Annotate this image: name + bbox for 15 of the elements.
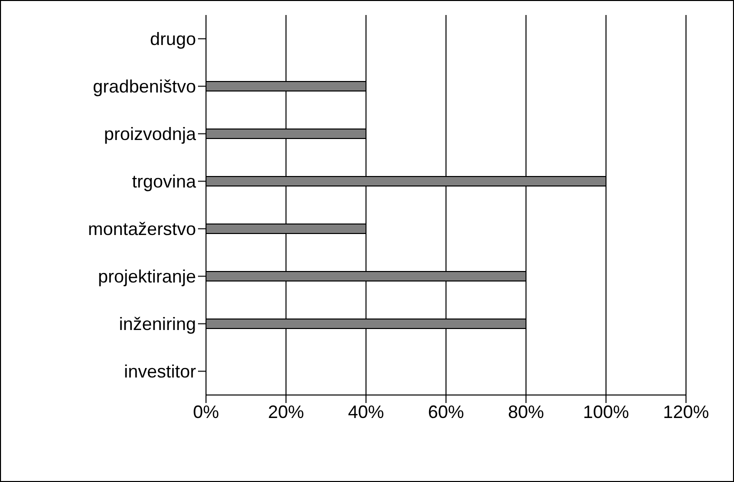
y-tick-label: trgovina (132, 172, 197, 192)
y-tick-label: gradbeništvo (92, 76, 196, 97)
y-tick-label: drugo (150, 29, 196, 50)
x-tick-label: 0% (192, 402, 220, 422)
y-tick-label: proizvodnja (104, 124, 197, 144)
y-tick-label: inženiring (118, 314, 196, 334)
x-tick-label: 80% (508, 402, 544, 422)
x-tick-label: 20% (268, 402, 304, 422)
x-tick-label: 60% (428, 402, 464, 422)
y-tick-label: montažerstvo (88, 219, 196, 240)
x-tick-label: 100% (582, 402, 630, 422)
y-tick-label: projektiranje (98, 266, 196, 287)
x-tick-label: 40% (348, 402, 384, 422)
y-tick-label: investitor (124, 362, 196, 382)
x-tick-label: 120% (662, 402, 710, 422)
